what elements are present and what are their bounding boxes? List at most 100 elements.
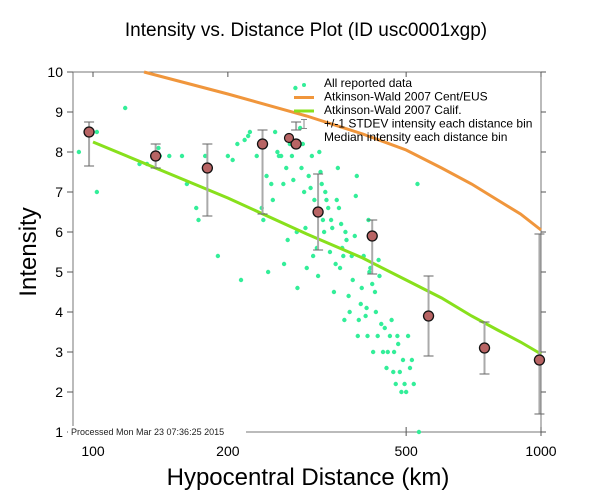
reported-data-point: [389, 317, 394, 323]
x-tick-label: 500: [394, 443, 418, 459]
reported-data-point: [299, 165, 304, 171]
reported-data-point: [196, 217, 201, 223]
reported-data-point: [270, 197, 276, 203]
x-axis-ticks: 100 200 500 1000: [81, 72, 557, 459]
reported-data-point: [94, 129, 100, 135]
reported-data-point: [358, 301, 363, 307]
reported-data-point: [376, 257, 381, 263]
reported-data-point: [167, 153, 172, 159]
legend-swatch-dot: [302, 83, 306, 87]
reported-data-point: [247, 129, 253, 135]
reported-data-point: [344, 237, 349, 243]
reported-data-point: [367, 269, 372, 275]
median-point: [312, 206, 324, 218]
reported-data-point: [179, 153, 185, 159]
reported-data-point: [293, 85, 298, 91]
model-curves: [92, 70, 542, 356]
reported-data-point: [402, 381, 407, 387]
reported-data-point: [343, 229, 348, 235]
reported-data-point: [350, 277, 355, 283]
y-tick-label: 7: [55, 184, 63, 200]
reported-data-point: [323, 189, 328, 195]
reported-data-point: [356, 317, 361, 323]
reported-data-point: [341, 253, 346, 259]
y-tick-label: 6: [55, 224, 63, 240]
reported-data-point: [355, 333, 360, 339]
y-tick-label: 1: [55, 424, 63, 440]
reported-data-point: [330, 225, 335, 231]
y-tick-label: 5: [55, 264, 63, 280]
reported-data-point: [382, 325, 387, 331]
reported-data-point: [365, 333, 370, 339]
reported-data-point: [300, 141, 306, 147]
reported-data-point: [395, 341, 401, 347]
reported-data-point: [278, 153, 284, 159]
reported-data-point: [301, 189, 307, 195]
reported-data-point: [379, 321, 384, 327]
reported-data-point: [230, 157, 235, 163]
reported-data-point: [317, 149, 322, 155]
reported-data-point: [384, 365, 389, 371]
reported-data-point: [242, 137, 247, 143]
reported-data-point: [364, 305, 369, 311]
reported-data-point: [156, 145, 161, 151]
legend-swatch-median: [283, 132, 295, 144]
calif-curve: [92, 140, 542, 356]
reported-data-point: [395, 333, 400, 339]
reported-data-point: [289, 153, 295, 159]
reported-data-point: [370, 349, 376, 355]
reported-data-point: [391, 369, 396, 375]
reported-data-point: [338, 221, 344, 227]
reported-data-point: [295, 285, 300, 291]
y-tick-label: 2: [55, 384, 63, 400]
reported-data-point: [76, 149, 82, 155]
reported-data-point: [342, 317, 347, 323]
reported-data-point: [391, 349, 397, 355]
reported-data-point: [327, 249, 333, 255]
reported-data-point: [291, 177, 296, 183]
reported-data-point: [297, 125, 303, 131]
stdev-error-bars: [84, 121, 545, 415]
reported-data-point: [326, 205, 331, 211]
processed-timestamp: Processed Mon Mar 23 07:36:25 2015: [71, 427, 224, 437]
reported-data-point: [359, 285, 364, 291]
reported-data-point: [363, 313, 368, 319]
reported-data-point: [238, 277, 244, 283]
cent-eus-curve: [143, 70, 542, 232]
reported-data-point: [310, 253, 316, 259]
median-point: [201, 162, 214, 174]
all-reported-data-points: [76, 85, 422, 435]
reported-data-point: [312, 197, 317, 203]
reported-data-point: [346, 293, 351, 299]
median-point: [150, 150, 162, 162]
legend-label: Atkinson-Wald 2007 Cent/EUS: [324, 90, 488, 104]
reported-data-point: [320, 217, 326, 223]
reported-data-point: [318, 169, 323, 175]
reported-data-point: [400, 357, 406, 363]
y-axis-label: Intensity: [15, 207, 42, 296]
median-point: [256, 138, 269, 150]
median-point: [533, 354, 546, 366]
reported-data-point: [225, 153, 231, 159]
reported-data-point: [303, 225, 308, 231]
reported-data-point: [275, 149, 280, 155]
legend-label: Median intensity each distance bin: [324, 130, 507, 144]
reported-data-point: [284, 165, 289, 171]
y-tick-label: 4: [55, 304, 63, 320]
reported-data-point: [352, 233, 357, 239]
legend-label: Atkinson-Wald 2007 Calif.: [324, 103, 462, 117]
reported-data-point: [380, 349, 386, 355]
chart-title: Intensity vs. Distance Plot (ID usc0001x…: [125, 20, 487, 41]
reported-data-point: [281, 181, 286, 187]
reported-data-point: [269, 181, 274, 187]
reported-data-point: [373, 309, 379, 315]
reported-data-point: [324, 197, 329, 203]
x-tick-label: 100: [81, 443, 105, 459]
reported-data-point: [411, 381, 416, 387]
reported-data-point: [309, 153, 315, 159]
reported-data-point: [304, 265, 309, 271]
median-point: [422, 310, 435, 322]
reported-data-point: [393, 381, 398, 387]
